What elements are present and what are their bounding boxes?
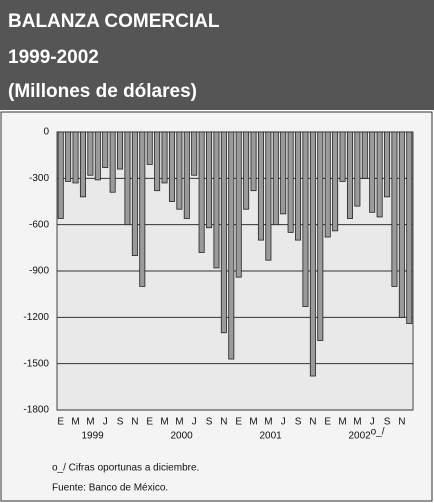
bar: [391, 131, 398, 287]
bar: [87, 131, 94, 176]
year-label: 2001: [259, 431, 282, 442]
bar: [94, 131, 101, 181]
x-tick-label: M: [86, 417, 94, 428]
bar: [161, 131, 168, 184]
bar: [206, 131, 213, 229]
y-tick-label: -1500: [23, 358, 49, 369]
x-tick-label: E: [57, 417, 64, 428]
x-tick-label: N: [220, 417, 227, 428]
x-tick-label: M: [353, 417, 361, 428]
bar: [168, 131, 175, 202]
bar: [131, 131, 138, 256]
bar: [228, 131, 235, 360]
x-tick-label: J: [370, 417, 375, 428]
bar: [213, 131, 220, 269]
bar: [183, 131, 190, 219]
bar: [317, 131, 324, 341]
bar: [398, 131, 405, 318]
y-tick-label: -900: [29, 266, 49, 277]
bar: [65, 131, 72, 182]
bar: [295, 131, 302, 241]
year-label: 1999: [81, 431, 104, 442]
bar: [324, 131, 331, 238]
x-tick-label: S: [295, 417, 302, 428]
x-tick-label: M: [249, 417, 257, 428]
bar: [198, 131, 205, 253]
bar: [354, 131, 361, 207]
x-tick-label: M: [338, 417, 346, 428]
x-tick-label: E: [324, 417, 331, 428]
x-tick-label: S: [117, 417, 124, 428]
y-tick-label: 0: [43, 127, 49, 138]
y-tick-label: -300: [29, 173, 49, 184]
bar: [109, 131, 116, 193]
bar: [361, 131, 368, 179]
x-tick-label: M: [264, 417, 272, 428]
bar: [235, 131, 242, 278]
bar: [57, 131, 64, 219]
x-tick-label: J: [192, 417, 197, 428]
year-note: o_/: [371, 427, 385, 438]
chart-subtitle: 1999-2002: [8, 47, 99, 68]
year-label: 2000: [170, 431, 193, 442]
chart-title: BALANZA COMERCIAL: [8, 11, 220, 32]
bar: [369, 131, 376, 213]
bar: [384, 131, 391, 198]
bar: [191, 131, 198, 176]
bar: [257, 131, 264, 241]
x-tick-label: J: [281, 417, 286, 428]
bar: [154, 131, 161, 192]
bar: [302, 131, 309, 307]
header-box: [0, 0, 434, 110]
x-tick-label: N: [131, 417, 138, 428]
year-label: 2002: [348, 431, 371, 442]
y-tick-label: -1800: [23, 405, 49, 416]
bar: [287, 131, 294, 233]
footnote: o_/ Cifras oportunas a diciembre.: [52, 463, 199, 474]
x-tick-label: S: [206, 417, 213, 428]
x-tick-label: S: [384, 417, 391, 428]
x-tick-label: J: [103, 417, 108, 428]
x-tick-label: E: [146, 417, 153, 428]
bar: [117, 131, 124, 170]
bar: [124, 131, 131, 226]
bar: [176, 131, 183, 210]
bar: [139, 131, 146, 287]
bar: [406, 131, 413, 324]
bar: [146, 131, 153, 165]
bar: [243, 131, 250, 210]
bar: [72, 131, 79, 184]
bar: [272, 131, 279, 226]
y-tick-label: -1200: [23, 312, 49, 323]
bar: [220, 131, 227, 334]
bar: [79, 131, 86, 198]
bar: [265, 131, 272, 261]
x-tick-label: N: [309, 417, 316, 428]
bar: [309, 131, 316, 377]
x-tick-label: M: [71, 417, 79, 428]
bar: [332, 131, 339, 232]
y-tick-label: -600: [29, 219, 49, 230]
bar: [102, 131, 109, 168]
x-tick-label: M: [160, 417, 168, 428]
x-tick-label: N: [398, 417, 405, 428]
x-tick-label: E: [235, 417, 242, 428]
chart-units: (Millones de dólares): [8, 81, 197, 102]
bar: [376, 131, 383, 218]
bar: [280, 131, 287, 215]
bar: [250, 131, 257, 192]
x-tick-label: M: [175, 417, 183, 428]
bar: [339, 131, 346, 182]
bar: [346, 131, 353, 219]
footnote: Fuente: Banco de México.: [52, 483, 168, 494]
